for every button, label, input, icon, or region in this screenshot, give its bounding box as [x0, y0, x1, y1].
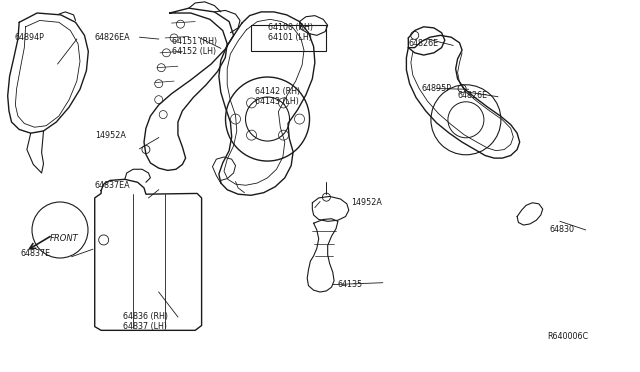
- Text: R640006C: R640006C: [547, 332, 588, 341]
- Text: 64101 (LH): 64101 (LH): [268, 33, 312, 42]
- Text: 64151 (RH): 64151 (RH): [172, 37, 217, 46]
- Text: 14952A: 14952A: [95, 131, 125, 140]
- Text: 64826EA: 64826EA: [95, 33, 131, 42]
- Text: 64135: 64135: [338, 280, 363, 289]
- Text: 64152 (LH): 64152 (LH): [172, 47, 216, 56]
- Text: FRONT: FRONT: [50, 234, 79, 243]
- Text: 64142 (RH): 64142 (RH): [255, 87, 300, 96]
- Text: 64826E: 64826E: [458, 92, 488, 100]
- Text: 64830: 64830: [549, 225, 574, 234]
- Text: 14952A: 14952A: [351, 198, 381, 207]
- Text: 64837EA: 64837EA: [95, 181, 131, 190]
- Text: 64836 (RH): 64836 (RH): [123, 312, 168, 321]
- Text: 64895P: 64895P: [421, 84, 451, 93]
- Text: 64826E: 64826E: [408, 39, 438, 48]
- Text: 64143 (LH): 64143 (LH): [255, 97, 299, 106]
- Text: 64894P: 64894P: [14, 33, 44, 42]
- Text: 64837 (LH): 64837 (LH): [123, 322, 167, 331]
- Text: 64837E: 64837E: [20, 249, 51, 258]
- Text: 64100 (RH): 64100 (RH): [268, 23, 312, 32]
